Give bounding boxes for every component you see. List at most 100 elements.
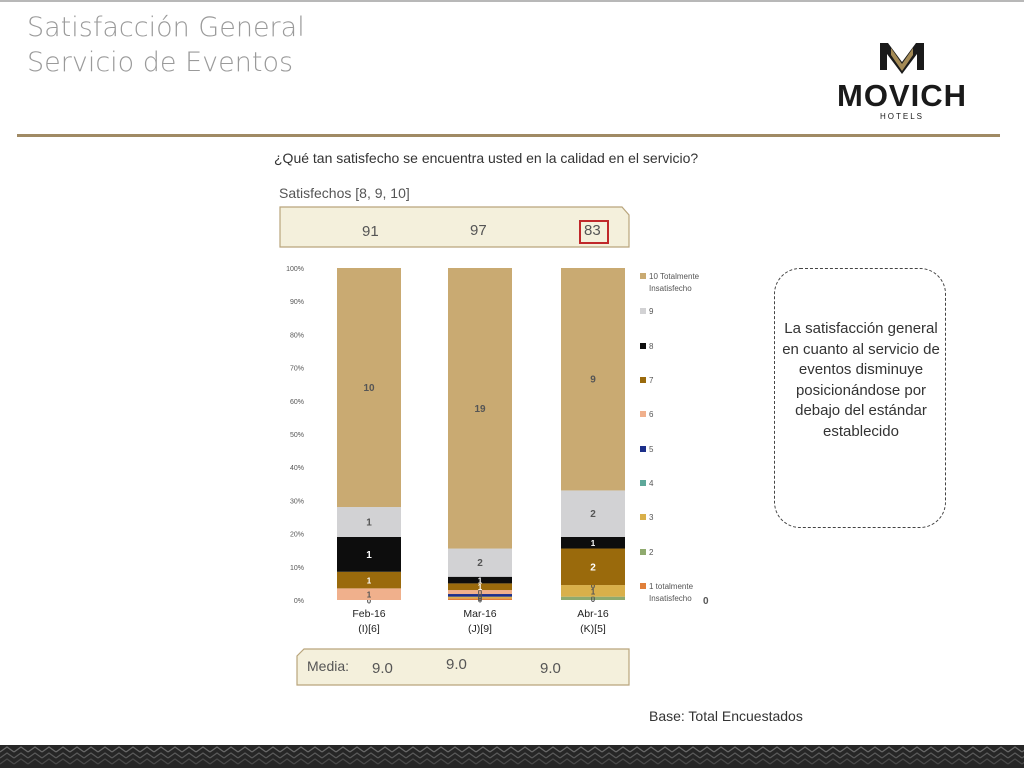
satisfied-panel-shape (279, 206, 630, 248)
data-label: 19 (474, 404, 486, 415)
y-tick-label: 10% (290, 565, 304, 572)
bar-segment (448, 590, 512, 595)
data-label: 9 (590, 375, 596, 386)
bar-segment (561, 585, 625, 597)
media-label: Media: (307, 658, 350, 674)
x-tick-label: Mar-16 (463, 608, 496, 620)
x-tick-sublabel: (K)[5] (580, 623, 606, 635)
x-tick-sublabel: (J)[9] (468, 623, 492, 635)
data-label: 2 (590, 509, 596, 520)
legend-swatch (640, 411, 646, 417)
data-label: 1 (478, 577, 483, 586)
bar-segment (448, 594, 512, 597)
media-value-mar: 9.0 (446, 656, 467, 673)
data-label: 2 (477, 558, 483, 569)
comment-text: La satisfacción general en cuanto al ser… (782, 320, 940, 440)
bar-segment (337, 571, 401, 589)
data-label: 1 (366, 517, 372, 528)
movich-logo: MOVICH HOTELS (837, 43, 967, 121)
bar-segment (337, 507, 401, 537)
base-note: Base: Total Encuestados (649, 708, 803, 724)
media-panel: 9.0 9.0 9.0 (296, 648, 630, 686)
y-tick-label: 40% (290, 465, 304, 472)
legend-label: 6 (649, 410, 654, 419)
legend-swatch (640, 446, 646, 452)
logo-name: MOVICH (837, 78, 967, 113)
y-tick-label: 100% (286, 266, 304, 273)
legend-label: 9 (649, 307, 654, 316)
data-label: 1 (366, 550, 372, 561)
comment-box: La satisfacción general en cuanto al ser… (774, 268, 946, 528)
bar-segment (337, 588, 401, 600)
bar-segment (561, 548, 625, 586)
title-line-1: Satisfacción General (27, 12, 305, 43)
logo-sub: HOTELS (880, 112, 924, 121)
satisfied-label: Satisfechos [8, 9, 10] (279, 185, 410, 201)
legend-swatch (640, 480, 646, 486)
data-label: 1 (591, 587, 596, 596)
satisfied-highlight-box (579, 220, 609, 244)
legend-label: 2 (649, 548, 654, 557)
bar-segment (448, 598, 512, 600)
top-border (0, 0, 1024, 2)
satisfied-panel: 91 97 83 (279, 206, 631, 248)
data-label: 0 (478, 594, 483, 603)
bar-segment (448, 268, 512, 549)
title-line-2: Servicio de Eventos (27, 47, 294, 78)
x-tick-label: Feb-16 (352, 608, 385, 620)
logo-mark-icon (880, 43, 924, 74)
data-label: 0 (478, 589, 483, 598)
data-label: 1 (367, 591, 372, 600)
legend-swatch (640, 273, 646, 279)
bar-segment (561, 536, 625, 549)
legend-label: 10 Totalmente (649, 272, 700, 281)
legend-swatch (640, 549, 646, 555)
x-tick-sublabel: (I)[6] (358, 623, 380, 635)
data-label: 0 (591, 582, 596, 591)
x-tick-label: Abr-16 (577, 608, 609, 620)
bar-segment (561, 596, 625, 600)
legend-label: Insatisfecho (649, 594, 692, 603)
bar-segment (448, 596, 512, 599)
footer-pattern (0, 745, 1024, 768)
legend-label: 3 (649, 513, 654, 522)
data-label: 0 (478, 596, 483, 605)
y-tick-label: 70% (290, 366, 304, 373)
data-label: 2 (590, 562, 596, 573)
legend-swatch (640, 343, 646, 349)
bar-segment (561, 490, 625, 537)
y-tick-label: 60% (290, 399, 304, 406)
data-label: 1 (367, 577, 372, 586)
data-label: 0 (478, 592, 483, 601)
page-title: Satisfacción General Servicio de Eventos (27, 10, 305, 80)
media-panel-shape (296, 648, 630, 686)
satisfied-value-mar: 97 (470, 222, 487, 239)
data-label: 0 (591, 595, 596, 604)
data-label: 1 (478, 583, 483, 592)
media-value-abr: 9.0 (540, 660, 561, 677)
legend-swatch (640, 308, 646, 314)
header-rule (17, 134, 1000, 137)
bar-segment (561, 268, 625, 491)
bar-segment (448, 576, 512, 584)
bar-segment (337, 536, 401, 572)
legend-label: 8 (649, 342, 654, 351)
legend-swatch (640, 583, 646, 589)
legend-label: 7 (649, 376, 654, 385)
y-tick-label: 20% (290, 532, 304, 539)
legend-extra-label: 0 (703, 596, 709, 607)
bar-segment (337, 268, 401, 508)
satisfied-value-feb: 91 (362, 223, 379, 240)
y-tick-label: 50% (290, 432, 304, 439)
y-tick-label: 30% (290, 498, 304, 505)
y-tick-label: 80% (290, 332, 304, 339)
data-label: 0 (367, 597, 372, 606)
satisfied-value-abr: 83 (584, 222, 601, 239)
legend-label: 4 (649, 479, 654, 488)
legend-swatch (640, 514, 646, 520)
data-label: 1 (591, 539, 596, 548)
y-tick-label: 0% (294, 598, 304, 605)
bar-segment (448, 583, 512, 591)
legend-label: 1 totalmente (649, 582, 694, 591)
y-tick-label: 90% (290, 299, 304, 306)
